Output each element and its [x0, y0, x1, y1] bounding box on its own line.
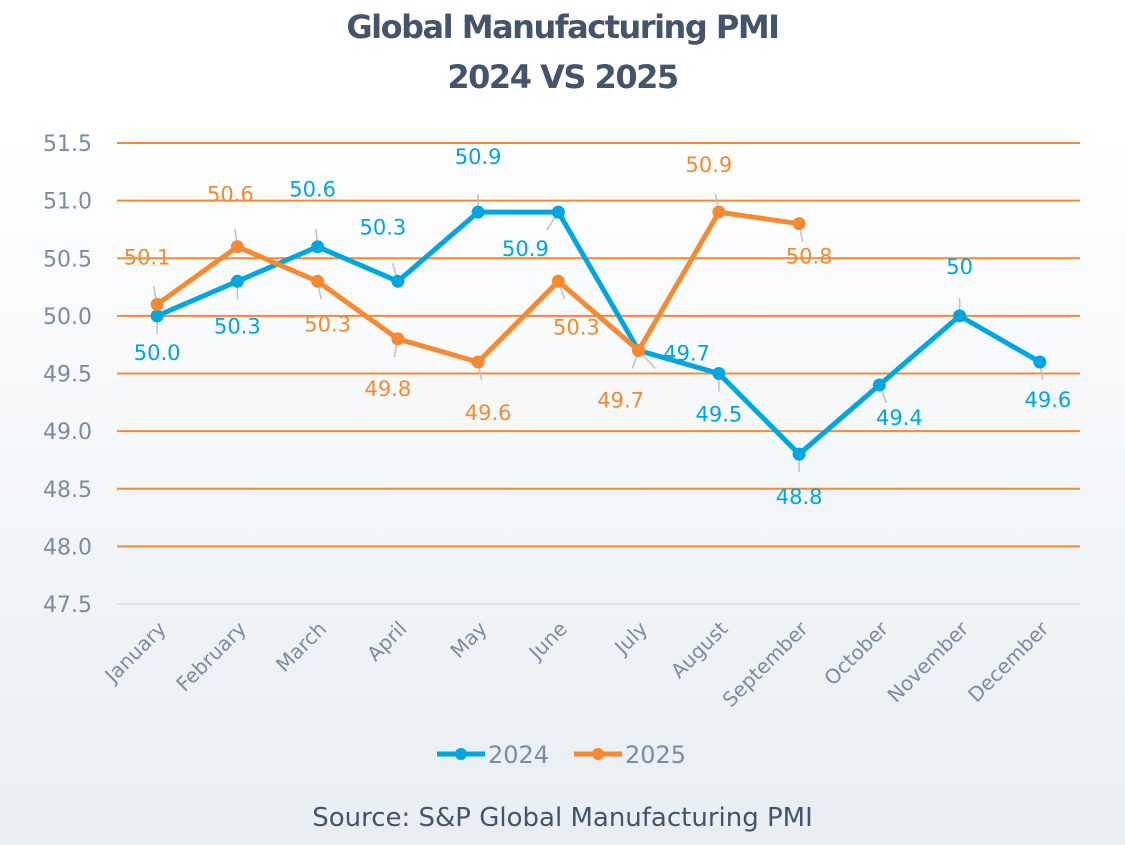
y-tick-label: 49.0: [43, 420, 92, 445]
data-label-2024: 48.8: [776, 485, 823, 509]
series-line-2025: [155, 209, 800, 365]
y-tick-label: 47.5: [43, 593, 92, 618]
data-point-2025: [230, 240, 244, 254]
legend-swatch-marker: [455, 748, 467, 760]
y-tick-label: 48.5: [43, 478, 92, 503]
data-label-2024: 49.6: [1024, 388, 1071, 412]
y-tick-label: 48.0: [43, 535, 92, 560]
data-label-2024: 49.7: [663, 341, 710, 365]
x-tick-label: April: [362, 617, 411, 666]
gridlines: [117, 142, 1080, 605]
data-point-2024: [150, 309, 164, 323]
x-tick-label: December: [963, 616, 1054, 707]
y-tick-label: 51.0: [43, 190, 92, 215]
data-label-2025: 50.6: [207, 183, 254, 207]
x-tick-label: October: [819, 616, 893, 690]
x-tick-label: August: [666, 616, 733, 683]
data-point-2025: [311, 274, 325, 288]
data-label-2025: 50.1: [124, 245, 171, 269]
data-label-2025: 50.8: [786, 245, 833, 269]
data-label-2025: 50.3: [304, 312, 351, 336]
data-point-2024: [230, 274, 244, 288]
data-point-2025: [712, 205, 726, 219]
data-label-2024: 50.9: [502, 237, 549, 261]
y-tick-label: 49.5: [43, 363, 92, 388]
data-label-2024: 49.4: [876, 406, 923, 430]
data-point-2025: [551, 274, 565, 288]
data-point-2024: [953, 309, 967, 323]
data-point-2024: [792, 447, 806, 461]
legend-item-2024: 2024: [437, 741, 549, 769]
data-point-2024: [551, 205, 565, 219]
data-label-2024: 50: [946, 255, 973, 279]
data-point-2024: [391, 274, 405, 288]
data-point-2025: [150, 297, 164, 311]
data-label-2024: 50.9: [455, 145, 502, 169]
y-tick-label: 50.5: [43, 247, 92, 272]
y-axis-ticks: 51.5 51.0 50.5 50.0 49.5 49.0 48.5 48.0 47.5: [43, 132, 92, 618]
x-tick-label: June: [523, 617, 572, 666]
x-tick-label: March: [271, 617, 331, 677]
legend-label: 2025: [625, 741, 686, 769]
x-tick-label: February: [171, 616, 251, 696]
data-point-2024: [471, 205, 485, 219]
data-point-2025: [471, 355, 485, 369]
data-point-2025: [391, 332, 405, 346]
series-line-2024: [156, 209, 1042, 457]
data-point-2024: [872, 378, 886, 392]
series-lines: [150, 205, 1047, 461]
data-point-2024: [712, 367, 726, 380]
data-label-2024: 50.3: [214, 314, 261, 338]
x-tick-label: July: [608, 616, 652, 660]
data-label-2024: 50.0: [134, 341, 181, 365]
y-tick-label: 50.0: [43, 305, 92, 330]
chart-title: Global Manufacturing PMI: [346, 8, 780, 46]
data-label-2025: 50.9: [685, 153, 732, 177]
legend-label: 2024: [488, 741, 549, 769]
x-axis-ticks: January February March April May June July Augu…: [99, 616, 1054, 712]
x-tick-label: January: [99, 616, 171, 688]
legend-swatch-marker: [592, 748, 604, 760]
legend-item-2025: 2025: [574, 741, 686, 769]
legend: 2024 2025: [437, 741, 686, 769]
x-tick-label: September: [718, 616, 814, 712]
x-tick-label: November: [883, 616, 974, 707]
data-label-2024: 49.5: [695, 403, 742, 427]
data-label-2024: 50.3: [359, 215, 406, 239]
data-point-2024: [311, 240, 325, 254]
x-tick-label: May: [445, 616, 491, 662]
data-label-2025: 49.6: [465, 401, 512, 425]
chart-subtitle: 2024 VS 2025: [447, 58, 679, 96]
data-label-2025: 50.3: [553, 315, 600, 339]
data-label-2024: 50.6: [289, 178, 336, 202]
data-labels: 50.0 50.3 50.6 50.3 50.9 50.9 49.7 49.5 48.8 49.4…: [124, 145, 1072, 509]
data-label-2025: 49.7: [597, 388, 644, 412]
data-point-2024: [1033, 355, 1047, 369]
data-point-2025: [632, 343, 646, 357]
data-point-2025: [792, 217, 806, 231]
data-label-2025: 49.8: [364, 377, 411, 401]
y-tick-label: 51.5: [43, 132, 92, 157]
source-note: Source: S&P Global Manufacturing PMI: [312, 803, 813, 833]
